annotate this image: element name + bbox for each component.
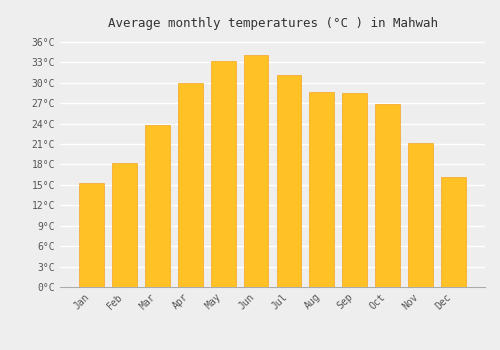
Bar (80, 183, 104, 287)
Bar (244, 55, 268, 287)
Bar (145, 125, 170, 287)
Bar (178, 83, 203, 287)
Bar (310, 92, 334, 287)
Bar (408, 142, 433, 287)
Bar (441, 177, 466, 287)
Bar (112, 163, 137, 287)
Bar (376, 104, 400, 287)
Bar (211, 61, 236, 287)
Title: Average monthly temperatures (°C ) in Mahwah: Average monthly temperatures (°C ) in Ma… (108, 17, 438, 30)
Bar (276, 75, 301, 287)
Bar (342, 93, 367, 287)
